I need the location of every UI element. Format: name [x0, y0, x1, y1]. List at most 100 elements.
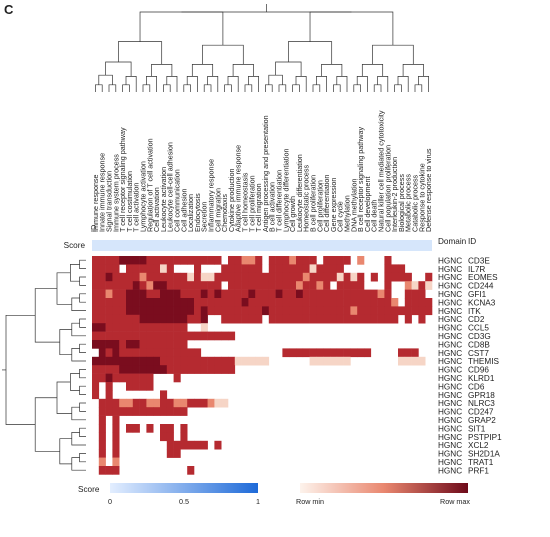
heatmap-cell	[194, 264, 202, 274]
heatmap-cell	[214, 281, 222, 290]
heatmap-cell	[357, 272, 365, 282]
heatmap-cell	[364, 348, 372, 358]
dendrogram-branch	[108, 84, 117, 92]
row-gene-label: CD3E	[468, 256, 490, 265]
heatmap-cell	[146, 264, 154, 274]
heatmap-cell	[282, 264, 290, 274]
row-gene-label: SH2D1A	[468, 450, 500, 459]
heatmap-cell	[173, 289, 181, 299]
heatmap-cell	[126, 298, 134, 307]
heatmap-cell	[302, 272, 310, 282]
row-domain-label: HGNC	[438, 265, 462, 274]
heatmap-cell	[173, 272, 181, 282]
heatmap-cell	[214, 298, 222, 307]
heatmap-cell	[262, 306, 270, 316]
heatmap-cell	[296, 281, 304, 290]
heatmap-cell	[92, 256, 100, 265]
dendrogram-branch	[122, 84, 130, 92]
heatmap-cell	[200, 256, 208, 265]
dendrogram-branch	[244, 84, 253, 92]
heatmap-cell	[425, 306, 433, 316]
heatmap-cell	[200, 314, 208, 324]
heatmap-cell	[330, 348, 338, 358]
heatmap-cell	[323, 281, 331, 290]
heatmap-cell	[146, 382, 154, 391]
dendrogram-branch	[397, 76, 409, 92]
dendrogram-branch	[292, 84, 300, 92]
heatmap-cell	[105, 365, 113, 374]
dendrogram-branch	[278, 84, 287, 92]
heatmap-cell	[200, 356, 208, 366]
heatmap-cell	[214, 306, 222, 316]
heatmap-cell	[132, 289, 140, 299]
heatmap-cell	[112, 398, 120, 408]
heatmap-cell	[282, 272, 290, 282]
heatmap-cell	[323, 264, 331, 274]
dendrogram-branch	[361, 64, 384, 77]
heatmap-cell	[132, 264, 140, 274]
heatmap-cell	[112, 415, 120, 425]
column-label: B cell activation	[268, 182, 277, 232]
heatmap-cell	[384, 298, 392, 307]
heatmap-cell	[126, 424, 134, 433]
heatmap-cell	[248, 306, 256, 316]
dendrogram-branch	[268, 74, 283, 85]
heatmap-cell	[404, 298, 412, 307]
row-gene-label: XCL2	[468, 441, 489, 450]
dendrogram-branch	[79, 385, 86, 395]
heatmap-cell	[296, 289, 304, 299]
heatmap-cell	[153, 281, 161, 290]
heatmap-cell	[289, 298, 297, 307]
heatmap-cell	[119, 281, 127, 290]
dendrogram-branch	[394, 84, 402, 92]
heatmap-cell	[139, 365, 147, 374]
heatmap-cell	[234, 256, 242, 265]
heatmap-cell	[234, 306, 242, 316]
heatmap-cell	[370, 314, 378, 324]
row-domain-label: HGNC	[438, 399, 462, 408]
heatmap-cell	[357, 256, 365, 265]
heatmap-cell	[180, 440, 188, 450]
heatmap-cell	[302, 256, 310, 265]
heatmap-cell	[234, 264, 242, 274]
score-legend-tick-1: 0.5	[179, 497, 189, 506]
heatmap-cell	[187, 289, 195, 299]
heatmap-cell	[153, 289, 161, 299]
heatmap-cell	[330, 356, 338, 366]
heatmap-cell	[139, 298, 147, 307]
heatmap-cell	[166, 272, 174, 282]
heatmap-cell	[364, 314, 372, 324]
heatmap-cell	[336, 348, 344, 358]
heatmap-cell	[282, 256, 290, 265]
heatmap-cell	[173, 256, 181, 265]
heatmap-cell	[180, 289, 188, 299]
heatmap-cell	[112, 356, 120, 366]
heatmap-cell	[370, 289, 378, 299]
heatmap-cell	[330, 314, 338, 324]
heatmap-cell	[92, 264, 100, 274]
score-row	[92, 240, 432, 251]
column-label: Cell differentiation	[322, 175, 331, 232]
column-label: Inflammatory response	[207, 159, 216, 232]
heatmap-cell	[302, 281, 310, 290]
heatmap-cell	[404, 356, 412, 366]
heatmap-cell	[248, 256, 256, 265]
heatmap-cell	[153, 356, 161, 366]
heatmap-cell	[228, 365, 236, 374]
heatmap-cell	[132, 356, 140, 366]
heatmap-cell	[336, 256, 344, 265]
heatmap-cell	[296, 348, 304, 358]
score-legend-title: Score	[78, 485, 100, 494]
heatmap-cell	[139, 331, 147, 341]
heatmap-cell	[166, 340, 174, 349]
heatmap-cell	[316, 356, 324, 366]
heatmap-cell	[268, 306, 276, 316]
heatmap-cell	[98, 356, 106, 366]
dendrogram-branch	[353, 84, 361, 92]
row-domain-label: HGNC	[438, 391, 462, 400]
heatmap-cell	[302, 306, 310, 316]
heatmap-cell	[262, 298, 270, 307]
heatmap-cell	[343, 289, 351, 299]
heatmap-cell	[126, 256, 134, 265]
row-domain-label: HGNC	[438, 290, 462, 299]
